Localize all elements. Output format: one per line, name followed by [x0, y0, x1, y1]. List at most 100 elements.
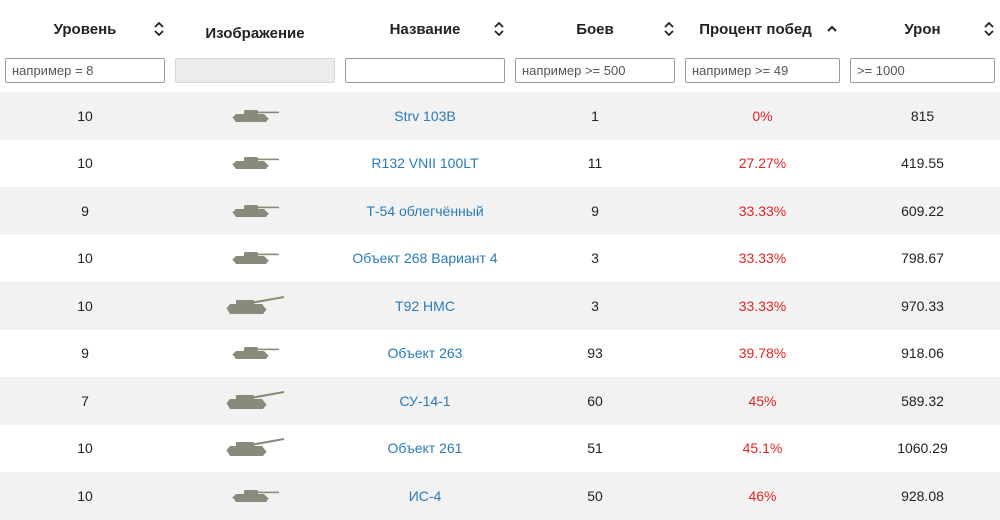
filter-tier-input[interactable] — [5, 58, 165, 83]
image-cell — [170, 424, 340, 472]
vehicle-name-link[interactable]: СУ-14-1 — [399, 392, 451, 409]
tier-cell: 9 — [0, 187, 170, 235]
battles-value: 3 — [591, 250, 599, 267]
battles-value: 3 — [591, 297, 599, 314]
sort-both-icon[interactable] — [984, 20, 994, 38]
battles-cell: 11 — [510, 139, 680, 187]
damage-value: 419.55 — [901, 155, 944, 172]
filter-cell-name — [340, 58, 510, 92]
winrate-value: 45% — [748, 392, 777, 409]
filter-cell-winrate — [680, 58, 845, 92]
vehicle-name-link[interactable]: Объект 261 — [387, 440, 463, 457]
winrate-cell: 33.33% — [680, 282, 845, 330]
image-cell — [170, 329, 340, 377]
image-cell — [170, 282, 340, 330]
header-image-label: Изображение — [205, 24, 305, 42]
winrate-value: 27.27% — [738, 155, 787, 172]
name-cell: ИС-4 — [340, 472, 510, 520]
name-cell: Strv 103B — [340, 92, 510, 140]
battles-cell: 50 — [510, 472, 680, 520]
tank-icon — [228, 202, 282, 218]
table-row: 10 Strv 103B 1 0% 815 — [0, 92, 1000, 140]
sort-both-icon[interactable] — [494, 20, 504, 38]
image-cell — [170, 187, 340, 235]
battles-value: 9 — [591, 202, 599, 219]
damage-cell: 609.22 — [845, 187, 1000, 235]
tier-value: 10 — [77, 250, 93, 267]
tier-cell: 10 — [0, 139, 170, 187]
header-row: Уровень Изображение Название Боев — [0, 0, 1000, 58]
vehicle-name-link[interactable]: R132 VNII 100LT — [371, 155, 479, 172]
header-name[interactable]: Название — [340, 0, 510, 58]
header-damage[interactable]: Урон — [845, 0, 1000, 58]
image-cell — [170, 234, 340, 282]
header-tier-label: Уровень — [53, 20, 117, 38]
table-body: 10 Strv 103B 1 0% 815 10 R132 VNII 100LT… — [0, 92, 1000, 520]
tier-value: 7 — [81, 392, 89, 409]
vehicle-name-link[interactable]: Т-54 облегчённый — [366, 202, 484, 219]
image-cell — [170, 92, 340, 140]
image-cell — [170, 139, 340, 187]
table-row: 10 ИС-4 50 46% 928.08 — [0, 472, 1000, 520]
tier-value: 10 — [77, 107, 93, 124]
header-winrate[interactable]: Процент побед — [680, 0, 845, 58]
winrate-cell: 33.33% — [680, 234, 845, 282]
filter-cell-image — [170, 58, 340, 92]
winrate-value: 46% — [748, 487, 777, 504]
sort-both-icon[interactable] — [664, 20, 674, 38]
sort-asc-icon[interactable] — [827, 20, 837, 38]
battles-value: 1 — [591, 107, 599, 124]
table-row: 9 Объект 263 93 39.78% 918.06 — [0, 329, 1000, 377]
damage-value: 609.22 — [901, 202, 944, 219]
filter-name-input[interactable] — [345, 58, 505, 83]
name-cell: T92 HMC — [340, 282, 510, 330]
winrate-cell: 45.1% — [680, 424, 845, 472]
vehicle-name-link[interactable]: ИС-4 — [408, 487, 442, 504]
spg-icon — [222, 390, 288, 409]
header-battles-label: Боев — [576, 20, 614, 38]
spg-icon — [222, 295, 288, 314]
image-cell — [170, 377, 340, 425]
battles-cell: 3 — [510, 234, 680, 282]
header-battles[interactable]: Боев — [510, 0, 680, 58]
tank-icon — [228, 344, 282, 360]
damage-cell: 1060.29 — [845, 424, 1000, 472]
winrate-value: 39.78% — [738, 345, 787, 362]
header-image: Изображение — [170, 0, 340, 58]
name-cell: Т-54 облегчённый — [340, 187, 510, 235]
name-cell: СУ-14-1 — [340, 377, 510, 425]
battles-cell: 3 — [510, 282, 680, 330]
winrate-cell: 46% — [680, 472, 845, 520]
filter-image-disabled — [175, 58, 335, 83]
damage-value: 928.08 — [901, 487, 944, 504]
vehicle-name-link[interactable]: Объект 268 Вариант 4 — [352, 250, 498, 267]
damage-cell: 589.32 — [845, 377, 1000, 425]
battles-value: 50 — [587, 487, 603, 504]
battles-value: 93 — [587, 345, 603, 362]
damage-value: 798.67 — [901, 250, 944, 267]
header-tier[interactable]: Уровень — [0, 0, 170, 58]
battles-cell: 60 — [510, 377, 680, 425]
damage-value: 589.32 — [901, 392, 944, 409]
winrate-value: 33.33% — [738, 250, 787, 267]
filter-damage-input[interactable] — [850, 58, 995, 83]
tier-value: 10 — [77, 155, 93, 172]
name-cell: Объект 261 — [340, 424, 510, 472]
vehicle-name-link[interactable]: Объект 263 — [387, 345, 463, 362]
sort-both-icon[interactable] — [154, 20, 164, 38]
vehicle-name-link[interactable]: T92 HMC — [395, 297, 455, 314]
battles-value: 11 — [587, 155, 603, 172]
filter-cell-damage — [845, 58, 1000, 92]
winrate-value: 0% — [752, 107, 773, 124]
filter-battles-input[interactable] — [515, 58, 675, 83]
tank-icon — [228, 107, 282, 123]
damage-value: 970.33 — [901, 297, 944, 314]
vehicle-name-link[interactable]: Strv 103B — [394, 107, 456, 124]
table-row: 10 R132 VNII 100LT 11 27.27% 419.55 — [0, 139, 1000, 187]
tier-cell: 10 — [0, 282, 170, 330]
filter-winrate-input[interactable] — [685, 58, 840, 83]
table-row: 7 СУ-14-1 60 45% 589.32 — [0, 377, 1000, 425]
header-winrate-label: Процент побед — [699, 20, 812, 38]
header-name-label: Название — [389, 20, 461, 38]
winrate-value: 33.33% — [738, 202, 787, 219]
